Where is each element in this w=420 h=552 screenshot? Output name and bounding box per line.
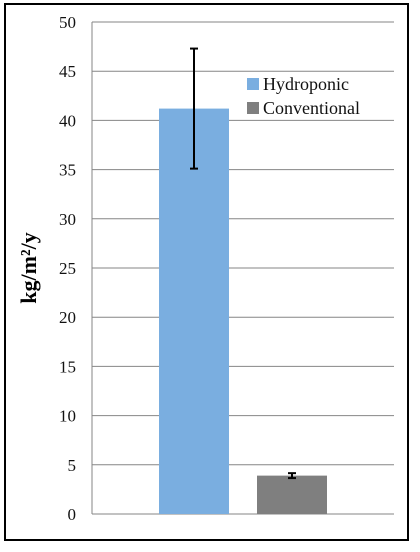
y-tick-label: 40	[59, 111, 76, 130]
y-tick-label: 50	[59, 13, 76, 32]
y-tick-label: 10	[59, 407, 76, 426]
legend: Hydroponic Conventional	[247, 74, 360, 118]
bar-hydroponic	[159, 108, 229, 514]
y-tick-label: 45	[59, 62, 76, 81]
y-tick-label: 30	[59, 210, 76, 229]
y-tick-label: 25	[59, 259, 76, 278]
bars	[159, 108, 327, 514]
y-tick-label: 35	[59, 161, 76, 180]
y-tick-label: 5	[68, 456, 77, 475]
gridlines	[92, 21, 394, 515]
legend-label-hydroponic: Hydroponic	[263, 74, 349, 94]
legend-swatch-conventional	[247, 102, 259, 114]
legend-swatch-hydroponic	[247, 78, 259, 90]
y-axis-title: kg/m²/y	[16, 232, 41, 303]
y-tick-label: 20	[59, 308, 76, 327]
y-tick-label: 15	[59, 357, 76, 376]
error-bars	[190, 47, 296, 480]
legend-label-conventional: Conventional	[263, 98, 360, 118]
y-tick-labels: 0 5 10 15 20 25 30 35 40 45 50	[59, 13, 76, 524]
bar-conventional	[257, 475, 327, 514]
y-tick-label: 0	[68, 505, 77, 524]
